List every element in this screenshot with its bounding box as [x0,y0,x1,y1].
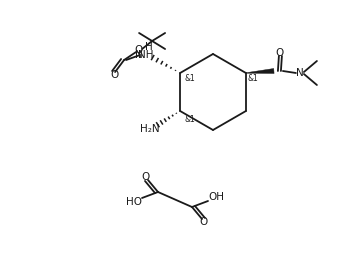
Text: &1: &1 [184,74,195,83]
Text: O: O [142,172,150,182]
Text: N: N [296,68,304,78]
Text: OH: OH [208,192,224,202]
Text: &1: &1 [184,115,195,124]
Text: O: O [134,45,142,55]
Text: O: O [200,217,208,227]
Text: NH: NH [138,50,154,60]
Text: O: O [110,70,118,80]
Text: N: N [135,50,143,60]
Text: HO: HO [126,197,142,207]
Text: O: O [276,48,284,58]
Text: H: H [145,42,153,52]
Text: &1: &1 [248,74,259,83]
Polygon shape [246,69,274,73]
Text: H₂N: H₂N [140,124,160,134]
